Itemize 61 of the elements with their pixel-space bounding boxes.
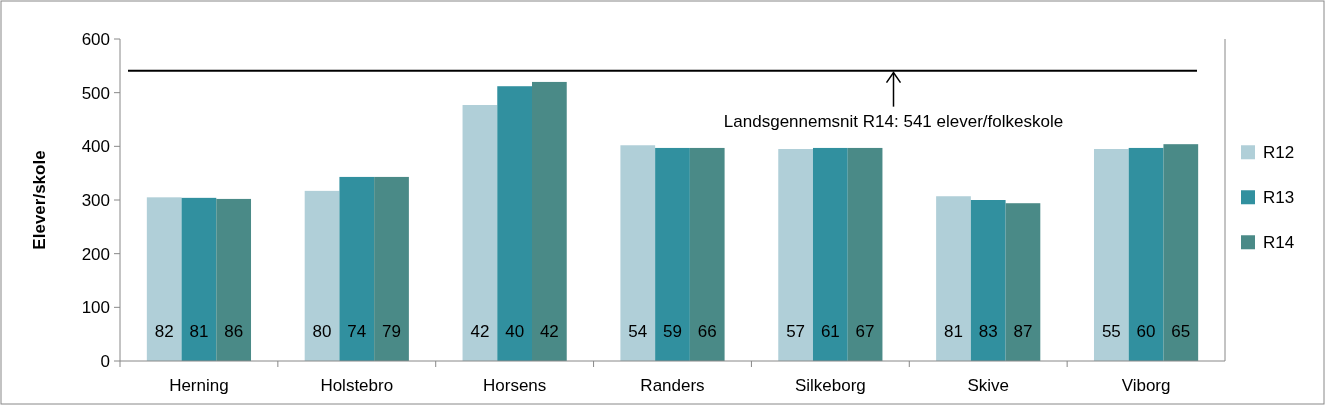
annotation: 59 [663,321,682,341]
x-tick-label: Silkeborg [794,376,866,395]
y-tick-label: 300 [81,190,110,210]
bar [620,145,656,361]
bar [847,147,883,361]
annotation: 81 [944,321,963,341]
ref-line-label: Landsgennemsnit R14: 541 elever/folkeskole [723,111,1064,131]
bar [970,200,1006,361]
y-tick-label: 100 [81,298,110,318]
bar [216,198,252,361]
annotation: 87 [1013,321,1033,341]
bar [339,176,375,361]
bar [1005,203,1041,361]
y-tick-label: 200 [81,244,110,264]
y-tick-label: 500 [81,83,110,103]
annotation: 74 [347,321,367,341]
annotation: 66 [697,321,717,341]
x-tick-label: Randers [640,376,705,395]
annotation: 42 [470,321,490,341]
bar [1093,149,1129,361]
y-tick-label: 600 [81,29,110,49]
bar [497,86,533,361]
bar [532,81,567,361]
bar [778,149,813,361]
annotation: 61 [820,321,840,341]
legend-label: R14 [1263,233,1295,253]
annotation: 80 [312,321,332,341]
legend-label: R12 [1263,143,1295,163]
annotation: 54 [628,321,648,341]
bar [1128,147,1164,361]
annotation: 81 [189,321,209,341]
annotation: 67 [855,321,875,341]
bar [146,197,182,361]
annotation: 57 [786,321,806,341]
annotation: 79 [382,321,401,341]
bar [181,197,217,361]
x-tick-label: Horsens [482,376,547,395]
bar [304,190,340,361]
annotation: 86 [224,321,244,341]
y-tick-label: 0 [100,351,110,371]
x-tick-label: Holstebro [320,376,394,395]
bar [689,147,725,361]
annotation: 83 [978,321,998,341]
annotation: 55 [1101,321,1121,341]
bar [1163,144,1199,361]
annotation: 82 [154,321,174,341]
legend-label: R13 [1263,188,1295,208]
y-axis-title: Elever/skole [30,150,49,250]
bar [812,147,848,361]
bar [936,196,971,361]
y-tick-label: 400 [81,137,110,157]
annotation: 60 [1136,321,1156,341]
annotation: 40 [505,321,525,341]
annotation: 42 [539,321,559,341]
x-tick-label: Viborg [1121,376,1171,395]
x-tick-label: Herning [169,376,229,395]
bar [374,176,409,361]
bar [462,105,498,361]
x-tick-label: Skive [967,376,1009,395]
annotation: 65 [1171,321,1191,341]
bar [655,147,690,361]
